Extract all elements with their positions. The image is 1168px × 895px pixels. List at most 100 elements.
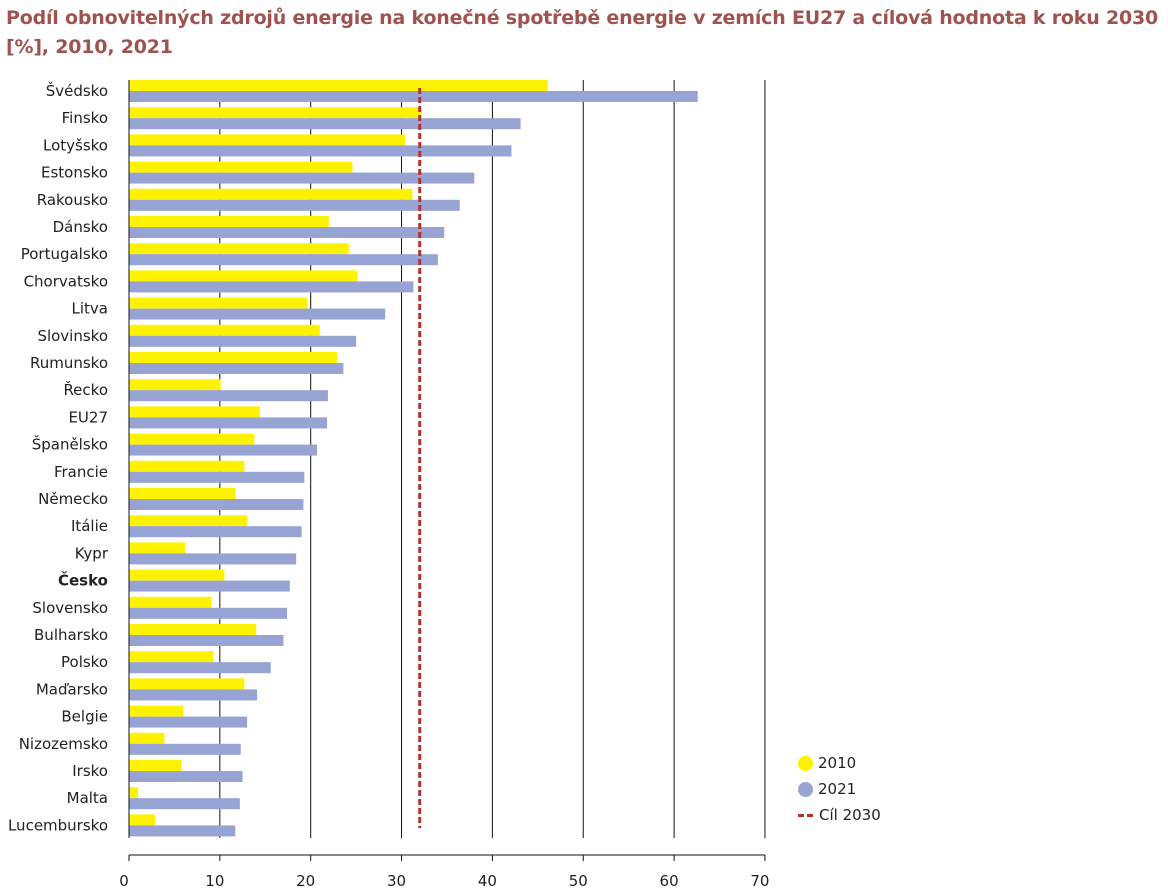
bar-2010-1	[129, 107, 422, 119]
category-label-4: Rakousko	[37, 191, 108, 209]
legend-item-2010: 2010	[798, 750, 881, 776]
bar-2010-11	[129, 379, 221, 391]
bar-2021-12	[129, 417, 328, 429]
category-label-19: Slovensko	[32, 599, 108, 617]
x-tick-label-70: 70	[750, 872, 769, 890]
category-label-20: Bulharsko	[34, 626, 108, 644]
category-label-18: Česko	[58, 571, 108, 590]
bar-2010-26	[129, 787, 139, 799]
bar-2010-5	[129, 216, 329, 227]
bar-2010-10	[129, 352, 338, 363]
bar-2021-3	[129, 172, 475, 184]
bar-2010-4	[129, 188, 413, 200]
category-label-27: Lucembursko	[8, 816, 108, 834]
bar-2010-25	[129, 760, 182, 771]
bar-2021-22	[129, 689, 258, 701]
category-label-24: Nizozemsko	[19, 735, 108, 753]
bar-2010-17	[129, 542, 186, 554]
bar-2021-21	[129, 662, 271, 674]
bar-2021-15	[129, 499, 304, 510]
category-label-21: Polsko	[61, 653, 108, 671]
category-label-15: Německo	[38, 490, 108, 508]
bar-2010-19	[129, 596, 212, 608]
x-tick-label-40: 40	[478, 872, 497, 890]
category-label-25: Irsko	[72, 762, 108, 780]
legend-item-target: Cíl 2030	[798, 802, 881, 828]
bar-2021-18	[129, 580, 290, 592]
legend-label-2010: 2010	[818, 754, 857, 772]
category-label-26: Malta	[67, 789, 108, 807]
bar-2010-12	[129, 406, 260, 418]
bar-2010-21	[129, 651, 214, 663]
category-label-14: Francie	[54, 463, 108, 481]
category-label-5: Dánsko	[53, 218, 108, 236]
bar-2010-8	[129, 297, 308, 309]
chart-title-line-2: [%], 2010, 2021	[6, 36, 173, 58]
bar-2021-25	[129, 771, 243, 782]
bar-2010-7	[129, 270, 358, 282]
bar-2010-14	[129, 460, 245, 472]
bar-2021-26	[129, 798, 240, 810]
bar-2021-23	[129, 716, 248, 728]
bar-2021-8	[129, 308, 386, 320]
x-tick-label-20: 20	[296, 872, 315, 890]
bar-2010-15	[129, 488, 236, 499]
category-label-2: Lotyšsko	[43, 136, 108, 154]
bar-2021-10	[129, 363, 344, 374]
bar-2021-5	[129, 227, 445, 238]
bar-2010-0	[129, 80, 548, 91]
bar-2021-2	[129, 145, 512, 157]
bar-2021-7	[129, 281, 414, 293]
chart-title: Podíl obnovitelných zdrojů energie na ko…	[6, 4, 1166, 62]
bar-2010-2	[129, 134, 406, 146]
bar-2010-23	[129, 705, 184, 717]
bar-2021-27	[129, 825, 236, 837]
legend-swatch-2021	[798, 781, 813, 797]
chart-title-line-1: Podíl obnovitelných zdrojů energie na ko…	[6, 7, 1159, 29]
bar-2010-20	[129, 624, 257, 635]
bar-2021-19	[129, 607, 288, 619]
category-label-22: Maďarsko	[36, 680, 108, 698]
bar-2021-17	[129, 553, 297, 565]
category-label-8: Litva	[72, 300, 108, 318]
bar-2010-18	[129, 569, 225, 581]
bar-2010-6	[129, 243, 349, 255]
bar-2021-0	[129, 91, 698, 102]
x-tick-label-60: 60	[660, 872, 679, 890]
legend-item-2021: 2021	[798, 776, 881, 802]
category-label-0: Švédsko	[46, 81, 108, 100]
bar-2021-11	[129, 390, 328, 402]
bar-2010-3	[129, 161, 353, 173]
bar-2021-4	[129, 199, 460, 211]
category-label-7: Chorvatsko	[24, 272, 108, 290]
bar-2021-6	[129, 254, 438, 266]
x-tick-label-0: 0	[119, 872, 129, 890]
category-label-13: Španělsko	[32, 435, 108, 454]
category-label-12: EU27	[68, 408, 108, 426]
category-label-6: Portugalsko	[21, 245, 108, 263]
bar-2010-9	[129, 324, 320, 336]
x-tick-label-50: 50	[569, 872, 588, 890]
legend-swatch-2010	[798, 755, 813, 771]
bar-2010-24	[129, 732, 165, 744]
category-label-23: Belgie	[61, 708, 108, 726]
bar-2010-13	[129, 433, 255, 445]
legend: 2010 2021 Cíl 2030	[798, 750, 881, 828]
bar-2021-14	[129, 471, 305, 483]
bar-2021-16	[129, 526, 302, 538]
bar-2021-9	[129, 335, 357, 347]
x-tick-label-30: 30	[387, 872, 406, 890]
category-label-9: Slovinsko	[37, 327, 108, 345]
category-label-17: Kypr	[75, 544, 109, 562]
bar-2021-24	[129, 743, 241, 755]
x-tick-label-10: 10	[205, 872, 224, 890]
legend-label-2021: 2021	[818, 780, 857, 798]
bar-2021-1	[129, 118, 521, 130]
bar-2010-27	[129, 814, 156, 826]
bar-2010-22	[129, 678, 245, 690]
category-label-3: Estonsko	[41, 164, 108, 182]
bar-2021-20	[129, 635, 284, 646]
category-label-10: Rumunsko	[30, 354, 108, 372]
category-label-16: Itálie	[71, 517, 108, 535]
